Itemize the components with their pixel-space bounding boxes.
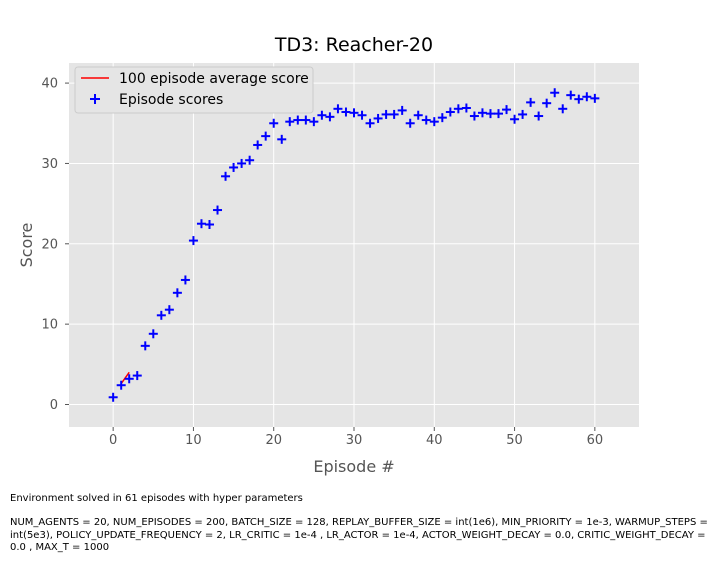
episode-score-point — [542, 98, 552, 108]
episode-score-point — [429, 117, 439, 127]
scatter-chart: TD3: Reacher-20 0 10 20 30 40 50 60 010203040 … — [17, 34, 639, 476]
episode-score-point — [590, 93, 600, 103]
y-tick-label: 30 — [41, 157, 58, 172]
episode-score-point — [397, 105, 407, 115]
x-axis-ticks: 0 10 20 30 40 50 60 — [109, 427, 603, 448]
y-axis-ticks: 0 10 20 30 40 — [41, 77, 69, 413]
episode-score-point — [413, 110, 423, 120]
x-tick-label: 40 — [426, 433, 443, 448]
x-axis-label: Episode # — [313, 457, 394, 476]
y-tick-label: 10 — [41, 318, 58, 333]
episode-score-point — [437, 113, 447, 123]
legend: 100 episode average score Episode scores — [74, 66, 314, 114]
episode-score-point — [293, 115, 303, 125]
episode-score-point — [518, 109, 528, 119]
episode-score-point — [245, 155, 255, 165]
episode-score-point — [373, 113, 383, 123]
episode-score-point — [469, 111, 479, 121]
x-tick-label: 20 — [265, 433, 282, 448]
episode-score-point — [140, 341, 150, 351]
x-tick-label: 10 — [185, 433, 202, 448]
legend-plus-swatch — [90, 94, 100, 104]
episode-score-point — [253, 140, 263, 150]
episode-score-point — [389, 109, 399, 119]
episode-score-point — [477, 108, 487, 118]
episode-score-point — [421, 115, 431, 125]
episode-score-point — [237, 158, 247, 168]
episode-score-point — [566, 90, 576, 100]
episode-score-point — [582, 92, 592, 102]
episode-score-point — [277, 134, 287, 144]
chart-title: TD3: Reacher-20 — [274, 34, 433, 56]
episode-score-point — [365, 118, 375, 128]
episode-score-point — [317, 110, 327, 120]
episode-score-point — [188, 236, 198, 246]
episode-score-point — [180, 275, 190, 285]
episode-score-point — [574, 94, 584, 104]
x-tick-label: 50 — [506, 433, 523, 448]
caption-summary: Environment solved in 61 episodes with h… — [10, 493, 303, 504]
episode-score-point — [558, 104, 568, 114]
episode-score-point — [156, 310, 166, 320]
y-tick-label: 0 — [50, 398, 58, 413]
episode-score-point — [485, 109, 495, 119]
x-tick-label: 60 — [587, 433, 604, 448]
episode-score-point — [550, 88, 560, 98]
episode-score-point — [502, 105, 512, 115]
episode-score-point — [341, 107, 351, 117]
episode-score-point — [325, 112, 335, 122]
episode-score-point — [333, 104, 343, 114]
episode-score-point — [381, 109, 391, 119]
x-tick-label: 30 — [346, 433, 363, 448]
episode-score-point — [445, 107, 455, 117]
episode-score-point — [309, 117, 319, 127]
episode-score-point — [108, 392, 118, 402]
legend-label-episodes: Episode scores — [119, 92, 223, 108]
episode-score-point — [301, 115, 311, 125]
episode-score-point — [453, 104, 463, 114]
episode-score-point — [534, 111, 544, 121]
legend-box — [74, 66, 314, 114]
episode-score-point — [148, 329, 158, 339]
legend-label-average: 100 episode average score — [119, 71, 309, 87]
episode-score-point — [269, 118, 279, 128]
episode-score-point — [196, 219, 206, 229]
episode-score-point — [164, 305, 174, 315]
episode-score-point — [132, 371, 142, 381]
episode-score-point — [221, 171, 231, 181]
episode-score-point — [405, 118, 415, 128]
y-tick-label: 40 — [41, 77, 58, 92]
episode-score-point — [124, 374, 134, 384]
episode-score-point — [349, 108, 359, 118]
episode-score-point — [357, 110, 367, 120]
episode-score-point — [285, 117, 295, 127]
episode-score-point — [204, 220, 214, 230]
episode-score-point — [461, 103, 471, 113]
y-tick-label: 20 — [41, 237, 58, 252]
episode-score-point — [229, 162, 239, 172]
episode-score-point — [510, 114, 520, 124]
episode-score-point — [494, 109, 504, 119]
episode-score-point — [172, 288, 182, 298]
episode-score-point — [526, 97, 536, 107]
episode-score-point — [261, 131, 271, 141]
episode-score-point — [116, 380, 126, 390]
x-tick-label: 0 — [109, 433, 117, 448]
episode-score-point — [213, 205, 223, 215]
caption-hyperparameters: NUM_AGENTS = 20, NUM_EPISODES = 200, BAT… — [10, 517, 708, 553]
y-axis-label: Score — [17, 223, 36, 268]
episode-scores-series — [108, 88, 600, 402]
